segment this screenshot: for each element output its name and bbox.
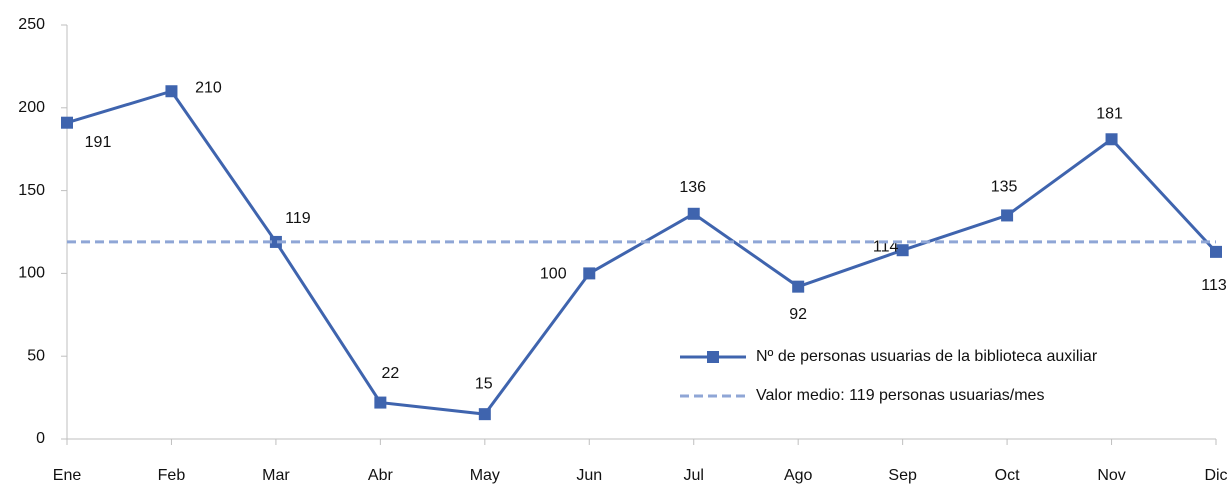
y-tick-label: 50 <box>27 347 45 364</box>
x-tick-label: Nov <box>1097 467 1125 484</box>
x-tick-label: Ene <box>53 467 82 484</box>
x-tick-label: Jun <box>576 467 602 484</box>
data-label: 100 <box>540 266 567 283</box>
data-point <box>687 207 700 220</box>
legend-label: Nº de personas usuarias de la biblioteca… <box>756 348 1098 365</box>
x-tick-label: Abr <box>368 467 394 484</box>
data-point <box>269 235 282 248</box>
data-label: 119 <box>285 210 311 227</box>
x-tick-label: May <box>470 467 500 484</box>
x-tick-label: Oct <box>995 467 1020 484</box>
data-label: 135 <box>991 179 1018 196</box>
data-point <box>1105 133 1118 146</box>
data-label: 92 <box>789 306 807 323</box>
data-label: 191 <box>85 134 112 151</box>
data-point <box>896 244 909 257</box>
data-label: 181 <box>1096 105 1123 122</box>
data-point <box>374 396 387 409</box>
data-label: 210 <box>195 79 222 96</box>
data-label: 22 <box>381 365 399 382</box>
data-label: 136 <box>679 179 706 196</box>
x-tick-label: Jul <box>684 467 704 484</box>
x-tick-label: Sep <box>888 467 917 484</box>
x-tick-label: Feb <box>158 467 186 484</box>
x-tick-label: Dic <box>1204 467 1227 484</box>
y-tick-label: 100 <box>18 265 45 282</box>
data-point <box>61 116 73 129</box>
data-label: 113 <box>1201 277 1227 294</box>
data-point <box>792 280 805 293</box>
data-line <box>66 89 1218 416</box>
data-label: 15 <box>475 375 493 392</box>
legend-marker <box>707 351 719 363</box>
data-point <box>478 408 491 421</box>
y-tick-label: 200 <box>18 99 45 116</box>
y-tick-label: 150 <box>18 182 45 199</box>
legend-label: Valor medio: 119 personas usuarias/mes <box>756 387 1044 404</box>
y-tick-label: 0 <box>36 430 45 447</box>
x-tick-label: Ago <box>784 467 813 484</box>
data-point <box>1001 209 1014 222</box>
data-point <box>165 85 178 98</box>
data-point <box>583 267 596 280</box>
y-tick-label: 250 <box>18 16 45 33</box>
data-point <box>1210 245 1222 258</box>
x-tick-label: Mar <box>262 467 290 484</box>
